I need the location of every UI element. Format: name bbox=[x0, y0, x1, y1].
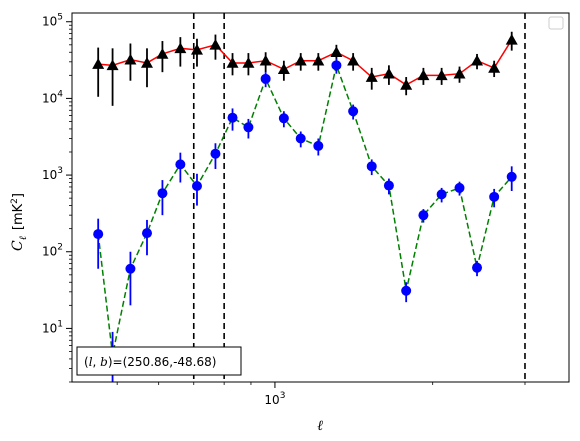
circle-marker bbox=[157, 188, 168, 199]
circle-marker bbox=[436, 189, 447, 200]
triangle-marker bbox=[488, 61, 501, 73]
circle-marker bbox=[331, 60, 342, 71]
circle-marker bbox=[506, 171, 517, 182]
circle-marker bbox=[366, 161, 377, 172]
triangle-marker bbox=[294, 54, 307, 66]
annotation-frame bbox=[76, 346, 242, 376]
y-axis-label-unit-close: ] bbox=[11, 193, 26, 198]
triangle-marker bbox=[417, 69, 430, 81]
circle-marker bbox=[472, 262, 483, 273]
y-tick-exponent: 3 bbox=[57, 166, 63, 176]
plot-frame bbox=[72, 13, 569, 382]
triangle-marker bbox=[312, 54, 325, 66]
circle-marker bbox=[313, 140, 324, 151]
annotation-comma: , bbox=[93, 355, 101, 369]
triangle-marker bbox=[92, 58, 105, 69]
y-axis-label-subscript: ℓ bbox=[18, 236, 29, 240]
triangle-marker bbox=[174, 42, 187, 54]
y-tick-base: 10 bbox=[42, 15, 57, 29]
y-tick-label: 101 bbox=[42, 319, 63, 335]
triangle-marker bbox=[365, 71, 378, 82]
x-tick-exponent: 3 bbox=[280, 391, 286, 401]
triangle-marker bbox=[226, 56, 239, 68]
circle-marker bbox=[278, 113, 289, 124]
circle-marker bbox=[454, 182, 465, 193]
y-axis-label-unit: [mK bbox=[11, 203, 26, 230]
y-tick-base: 10 bbox=[42, 91, 57, 105]
x-axis-label: ℓ bbox=[317, 418, 323, 434]
triangle-marker bbox=[124, 53, 137, 65]
y-tick-base: 10 bbox=[42, 321, 57, 335]
triangle-marker bbox=[347, 54, 360, 66]
y-tick-label: 103 bbox=[42, 166, 63, 182]
triangle-marker bbox=[382, 67, 395, 79]
annotation-paren-open: ( bbox=[84, 355, 89, 369]
circle-marker bbox=[191, 181, 202, 192]
series-1 bbox=[92, 31, 518, 106]
y-tick-label: 102 bbox=[42, 243, 63, 259]
y-axis-label-symbol: C bbox=[10, 240, 26, 251]
circle-marker bbox=[260, 73, 271, 84]
y-tick-label: 105 bbox=[42, 13, 63, 29]
triangle-marker bbox=[156, 47, 169, 59]
circle-marker bbox=[227, 112, 238, 123]
circle-marker bbox=[125, 263, 136, 274]
circle-marker bbox=[348, 106, 359, 117]
triangle-marker bbox=[505, 33, 518, 45]
y-tick-exponent: 2 bbox=[57, 243, 63, 253]
triangle-marker bbox=[106, 59, 119, 71]
vertical-reference-lines bbox=[192, 13, 526, 382]
triangle-marker bbox=[209, 38, 222, 50]
annotation-text: (l, b)=(250.86,-48.68) bbox=[84, 355, 216, 369]
circle-marker bbox=[383, 180, 394, 191]
triangle-marker bbox=[435, 69, 448, 81]
circle-marker bbox=[489, 191, 500, 202]
circle-marker bbox=[401, 285, 412, 296]
y-tick-base: 10 bbox=[42, 245, 57, 259]
circle-marker bbox=[93, 229, 104, 240]
circle-marker bbox=[295, 133, 306, 144]
triangle-marker bbox=[453, 67, 466, 79]
triangle-marker bbox=[330, 46, 343, 58]
plot-border bbox=[71, 12, 570, 383]
y-axis-label-unit-superscript: 2 bbox=[10, 198, 20, 204]
y-axis-label: Cℓ [mK2] bbox=[10, 193, 29, 251]
triangle-marker bbox=[140, 56, 153, 68]
x-tick-label: 103 bbox=[264, 391, 285, 407]
triangle-marker bbox=[400, 78, 413, 90]
y-tick-base: 10 bbox=[42, 168, 57, 182]
x-tick-base: 10 bbox=[264, 393, 279, 407]
circle-marker bbox=[141, 228, 152, 239]
annotation-box: (l, b)=(250.86,-48.68) bbox=[76, 346, 242, 376]
triangle-marker bbox=[277, 63, 290, 75]
y-tick-label: 104 bbox=[42, 89, 63, 105]
circle-marker bbox=[175, 159, 186, 170]
circle-marker bbox=[418, 210, 429, 221]
series-layer bbox=[92, 31, 518, 382]
triangle-marker bbox=[190, 43, 203, 55]
annotation-paren-close: ) bbox=[108, 355, 113, 369]
y-tick-exponent: 1 bbox=[57, 319, 63, 329]
legend-box bbox=[548, 16, 564, 30]
circle-marker bbox=[210, 148, 221, 159]
triangle-marker bbox=[259, 54, 272, 66]
x-axis: 103 bbox=[116, 382, 526, 407]
triangle-marker bbox=[471, 54, 484, 66]
annotation-var-b: b bbox=[100, 355, 108, 369]
plot-area bbox=[71, 12, 570, 383]
y-tick-exponent: 4 bbox=[57, 89, 63, 99]
triangle-marker bbox=[242, 56, 255, 68]
y-tick-exponent: 5 bbox=[57, 13, 63, 23]
annotation-var-l: l bbox=[89, 355, 93, 369]
circle-marker bbox=[243, 122, 254, 133]
annotation-values: =(250.86,-48.68) bbox=[113, 355, 217, 369]
